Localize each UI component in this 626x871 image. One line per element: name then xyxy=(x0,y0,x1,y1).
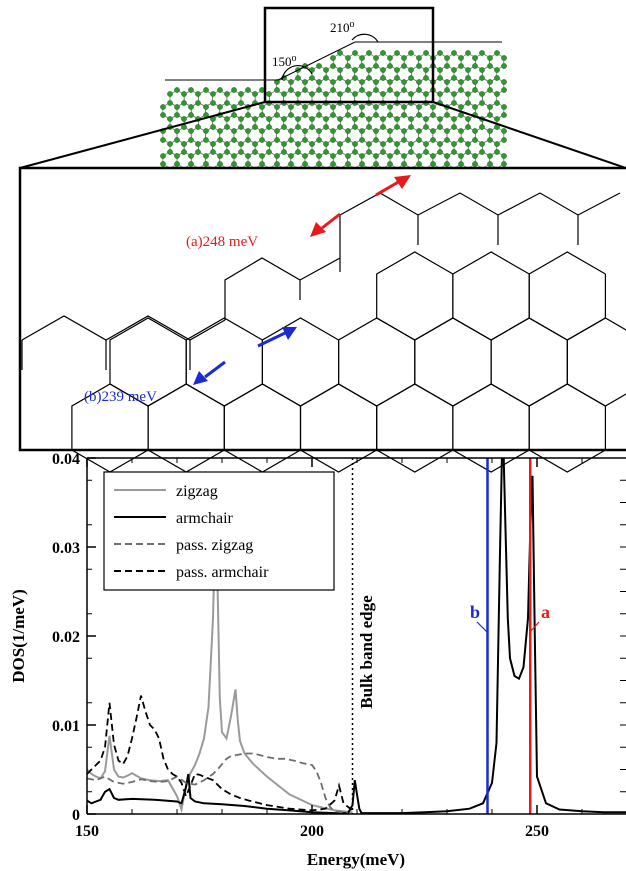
legend: zigzag armchair pass. zigzag pass. armchair xyxy=(103,471,335,591)
legend-label: zigzag xyxy=(176,483,218,500)
graphene-lattice xyxy=(160,41,507,169)
zoom-box xyxy=(263,6,435,104)
legend-label: pass. zigzag xyxy=(176,537,253,554)
x-tick-label: 150 xyxy=(75,823,99,840)
angle-arc-150 xyxy=(281,65,313,81)
angle-label-210: 210o xyxy=(330,19,355,35)
arrow-b xyxy=(193,327,297,385)
y-tick-label: 0.04 xyxy=(52,451,80,468)
y-tick-label: 0.02 xyxy=(52,629,80,646)
x-tick-label: 250 xyxy=(525,823,549,840)
label-b-mode: (b)239 meV xyxy=(84,389,157,405)
y-tick-label: 0.03 xyxy=(52,540,80,557)
step-lattice xyxy=(21,192,626,473)
x-axis-label: Energy(meV) xyxy=(307,850,405,869)
label-a-mode: (a)248 meV xyxy=(186,234,258,250)
mode-b-label: b xyxy=(470,602,480,622)
series-line-pass-zigzag xyxy=(87,752,349,814)
x-tick-label: 200 xyxy=(300,823,324,840)
mode-a-label: a xyxy=(541,602,550,622)
middle-panel: (a)248 meV (b)239 meV xyxy=(18,166,626,473)
top-inset: 150o 210o xyxy=(19,6,626,169)
zoom-line-left xyxy=(19,101,266,169)
middle-frame xyxy=(18,166,626,452)
zoom-line-right xyxy=(432,101,626,169)
legend-label: pass. armchair xyxy=(176,564,269,581)
y-axis-label: DOS(1/meV) xyxy=(9,589,28,682)
angle-arc-210 xyxy=(351,33,379,43)
y-tick-label: 0 xyxy=(72,807,80,824)
series-line-armchair xyxy=(87,458,626,814)
series-line-pass-armchair xyxy=(87,695,354,812)
mode-b-pointer xyxy=(476,621,488,633)
angle-label-150: 150o xyxy=(272,53,297,69)
series-line-zigzag xyxy=(87,529,353,814)
series-layer xyxy=(87,458,626,814)
band-edge-label: Bulk band edge xyxy=(357,595,376,709)
y-tick-label: 0.01 xyxy=(52,718,80,735)
mode-a-pointer xyxy=(529,621,540,633)
ticks-layer: 0 0.01 0.02 0.03 0.04 150 200 250 xyxy=(52,451,626,840)
legend-label: armchair xyxy=(176,510,234,527)
dos-chart: Bulk band edge b a 0 0.01 0.02 0.03 0.04 150 200… xyxy=(9,451,626,869)
marker-layer: Bulk band edge b a xyxy=(351,458,550,814)
arrow-a xyxy=(310,175,411,237)
